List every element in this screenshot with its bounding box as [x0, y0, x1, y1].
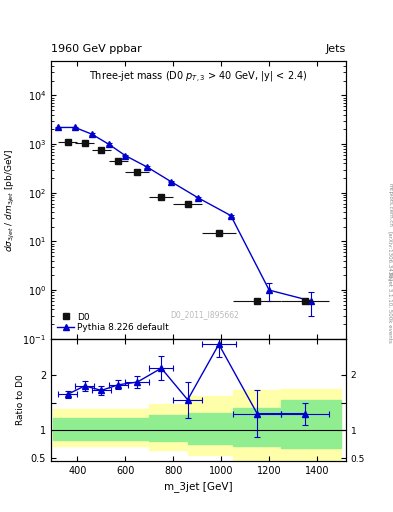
Text: D0_2011_I895662: D0_2011_I895662	[170, 310, 239, 319]
Text: 1960 GeV ppbar: 1960 GeV ppbar	[51, 44, 142, 54]
Text: Three-jet mass (D0 $p_{T,3}$ > 40 GeV, |y| < 2.4): Three-jet mass (D0 $p_{T,3}$ > 40 GeV, |…	[89, 70, 308, 84]
Y-axis label: Ratio to D0: Ratio to D0	[16, 374, 25, 425]
Text: mcplots.cern.ch: mcplots.cern.ch	[387, 183, 393, 227]
Text: [arXiv:1306.3436]: [arXiv:1306.3436]	[387, 231, 393, 281]
Text: Rivet 3.1.10, 500k events: Rivet 3.1.10, 500k events	[387, 272, 393, 343]
Text: Jets: Jets	[325, 44, 346, 54]
X-axis label: m_3jet [GeV]: m_3jet [GeV]	[164, 481, 233, 492]
Y-axis label: $d\sigma_{3jet}$ / $dm_{3jet}$ [pb/GeV]: $d\sigma_{3jet}$ / $dm_{3jet}$ [pb/GeV]	[4, 148, 17, 252]
Legend: D0, Pythia 8.226 default: D0, Pythia 8.226 default	[55, 311, 171, 334]
